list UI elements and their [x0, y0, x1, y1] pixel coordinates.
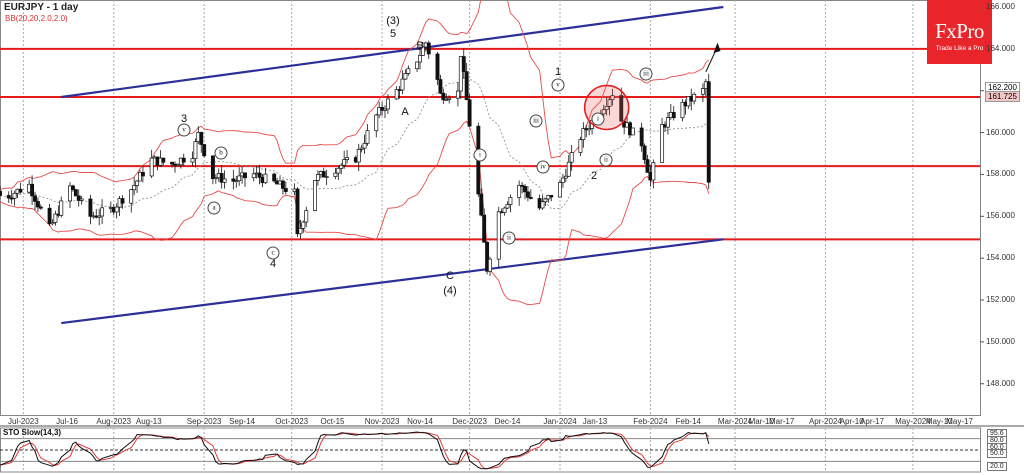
date-tick: Mar-2024	[717, 417, 753, 426]
date-tick: Apr-2024	[808, 417, 842, 426]
wave-label-circled: iii	[639, 67, 653, 81]
wave-label: 2	[590, 170, 598, 182]
date-tick: May-17	[946, 417, 973, 426]
date-tick: May-10	[925, 417, 953, 426]
date-tick: Apr-10	[839, 417, 864, 426]
date-tick: Aug-13	[135, 417, 162, 426]
price-tick: 152.000	[986, 295, 1015, 305]
wave-label: A	[401, 106, 409, 118]
date-tick: Feb-2024	[633, 417, 668, 426]
wave-label: 5	[389, 28, 397, 40]
date-tick: Jan-2024	[543, 417, 577, 426]
date-tick: Mar-10	[748, 417, 774, 426]
wave-label-circled: a	[207, 201, 221, 215]
indicator-label: BB(20,20,2.0,2.0)	[5, 14, 68, 23]
wave-label: 3	[180, 113, 188, 125]
wave-label-circled: iii	[529, 114, 543, 128]
price-tick: 150.000	[986, 336, 1015, 346]
date-tick: Oct-15	[320, 417, 345, 426]
channel-line-upper	[61, 5, 724, 99]
bb-mid	[0, 77, 710, 210]
bb-upper	[0, 0, 710, 190]
date-tick: Mar-17	[768, 417, 795, 426]
date-tick: Jul-2023	[7, 417, 39, 426]
date-tick: Dec-14	[494, 417, 521, 426]
wave-label-circled: ii	[599, 153, 613, 167]
sto-main	[0, 431, 710, 470]
wave-label-circled: v	[551, 78, 565, 92]
bb-lower	[0, 120, 710, 306]
price-tick: 166.000	[986, 2, 1015, 11]
price-tick: 158.000	[986, 169, 1015, 179]
wave-label: B	[416, 40, 424, 52]
wave-label-circled: b	[214, 146, 228, 160]
price-badge: 161.725	[985, 91, 1020, 103]
wave-label-circled: i	[591, 112, 605, 126]
stochastic-level-badge: 50.0	[987, 449, 1007, 458]
price-tick: 148.000	[986, 378, 1015, 388]
date-tick: Sep-14	[229, 417, 255, 426]
wave-label: (4)	[443, 285, 457, 297]
wave-label-circled: iv	[536, 160, 550, 174]
wave-label-circled: c	[266, 246, 280, 260]
wave-label: (3)	[386, 15, 400, 27]
wave-label: C	[446, 270, 454, 282]
price-tick: 154.000	[986, 253, 1015, 263]
date-tick: Oct-2023	[275, 417, 309, 426]
date-tick: Jan-13	[582, 417, 608, 426]
wave-label: 4	[269, 258, 277, 270]
date-tick: Dec-2023	[452, 417, 487, 426]
channel-line-lower	[61, 238, 724, 325]
wave-label: 1	[554, 66, 562, 78]
main-pane	[0, 0, 981, 416]
wave-label-circled: v	[177, 123, 191, 137]
date-tick: Apr-17	[860, 417, 885, 426]
date-tick: Feb-14	[675, 417, 702, 426]
date-tick: Jul-16	[56, 417, 78, 426]
wave-label-circled: i	[473, 148, 487, 162]
price-tick: 164.000	[986, 43, 1015, 53]
stochastic-label: STO Slow(14,3)	[3, 428, 62, 437]
logo-tagline: Trade Like a Pro	[935, 45, 984, 52]
price-tick: 160.000	[986, 127, 1015, 137]
candles	[0, 40, 711, 276]
date-tick: May-2024	[895, 417, 931, 426]
date-tick: Nov-2023	[364, 417, 400, 426]
logo-brand: FxPro	[935, 19, 984, 43]
date-tick: Sep-2023	[186, 417, 222, 426]
chart-title: EURJPY - 1 day	[4, 2, 79, 13]
date-tick: Aug-2023	[96, 417, 132, 426]
highlight-circle	[583, 84, 630, 131]
fxpro-logo: FxPro Trade Like a Pro	[927, 0, 992, 64]
price-tick: 156.000	[986, 211, 1015, 221]
stochastic-level-badge: 20.0	[987, 462, 1007, 471]
wave-label-circled: ii	[502, 231, 516, 245]
date-tick: Nov-14	[407, 417, 433, 426]
